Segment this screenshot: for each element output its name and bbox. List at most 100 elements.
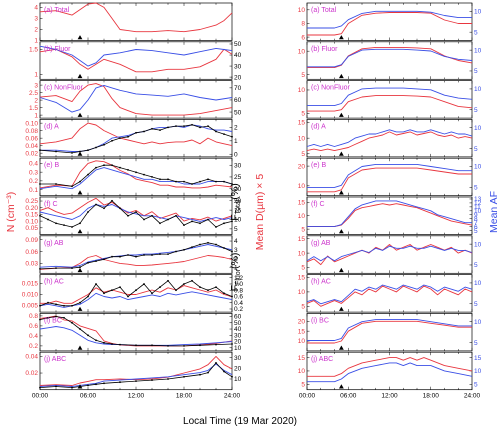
time-marker-triangle: [77, 306, 83, 311]
left-y-tick-label: 0.06: [25, 135, 38, 142]
series-point-black: [159, 253, 161, 256]
series-point-black: [199, 373, 201, 376]
series-line-red: [39, 2, 233, 33]
right-y-tick-label: 5: [474, 185, 478, 192]
series-point-black: [119, 255, 121, 258]
series-point-black: [199, 222, 201, 225]
panel-right-h-ac: 5 10 15 5 10 (h) AC: [298, 274, 482, 313]
x-tick-label: 18:00: [423, 393, 440, 400]
series-point-black: [95, 203, 97, 206]
series-point-black: [151, 127, 153, 130]
series-point-black: [135, 131, 137, 134]
series-line-red: [39, 255, 233, 270]
series-point-black: [63, 304, 65, 307]
panel-right-d-a: 5 10 15 5 10 (d) A: [298, 119, 482, 158]
series-point-black: [95, 383, 97, 386]
x-tick-label: 06:00: [340, 393, 357, 400]
series-point-black: [151, 214, 153, 217]
panel-label: (c) NonFluor: [44, 85, 84, 92]
series-line-blue: [39, 45, 233, 67]
series-point-black: [87, 173, 89, 176]
series-line-red: [39, 355, 233, 386]
right-y-tick-label: 0.6: [234, 294, 243, 301]
series-line-blue: [39, 84, 233, 113]
panel-label: (b) Fluor: [311, 46, 338, 53]
series-point-black: [191, 123, 193, 126]
series-point-black: [231, 183, 233, 185]
right-y-tick-label: 1: [234, 138, 238, 145]
panel-left-c-nonfluor: 11.522.53 50 60 70 (c) NonFluor: [29, 80, 242, 119]
panel-label: (i) BC: [311, 317, 329, 324]
series-point-black: [151, 344, 153, 347]
left-y-tick-label: 0.8: [29, 313, 38, 320]
right-y-tick-label: 11: [474, 204, 481, 211]
panel-left-e-b: 0.1 0.2 0.30.4 20 25 30 (e) B: [29, 157, 242, 197]
right-y-tick-label: 30: [234, 332, 242, 339]
panel-label: (d) A: [44, 123, 59, 130]
left-y-tick-label: 0.02: [25, 370, 38, 377]
series-line-blue: [307, 10, 472, 29]
series-line-red: [307, 203, 473, 227]
left-y-tick-label: 1: [34, 112, 38, 119]
right-y-tick-label: 30: [234, 162, 242, 169]
series-point-black: [191, 246, 193, 249]
right-y-tick-label: 10: [474, 368, 482, 375]
right-y-tick-label: 20: [234, 365, 242, 372]
series-line-red: [307, 95, 473, 112]
series-point-black: [207, 218, 209, 221]
series-point-black: [55, 222, 57, 225]
left-y-tick-label: 5: [301, 265, 305, 272]
right-y-tick-label: 30: [234, 355, 242, 362]
left-y-axis-title: N (cm⁻³): [5, 192, 17, 233]
left-y-tick-label: 4: [34, 5, 38, 12]
right-y-tick-label: 10: [474, 9, 482, 16]
series-point-black: [111, 255, 113, 258]
panel-left-d-a: 0.020.040.060.080.10 0 1 2 (d) A: [25, 119, 238, 158]
panel-label: (i) BC: [44, 317, 62, 324]
left-y-tick-label: 0.03: [25, 261, 38, 268]
right-y-tick-label: 30: [234, 63, 242, 70]
panel-frame: [306, 235, 473, 274]
series-line-black: [39, 280, 233, 307]
series-line-blue: [306, 245, 473, 262]
x-tick-label: 12:00: [381, 393, 398, 400]
left-y-tick-label: 0.10: [25, 120, 38, 127]
series-point-black: [79, 301, 81, 304]
left-y-tick-label: 10: [298, 213, 306, 220]
series-line-red: [39, 197, 233, 222]
series-point-black: [39, 214, 41, 217]
series-point-black: [95, 146, 97, 149]
series-point-black: [231, 135, 233, 138]
series-point-black: [159, 129, 161, 132]
series-point-black: [111, 343, 113, 345]
left-y-tick-label: 10: [298, 183, 306, 190]
series-point-black: [103, 164, 105, 167]
series-point-black: [111, 199, 113, 202]
series-line-red: [39, 48, 233, 73]
series-point-black: [39, 386, 41, 389]
right-y-tick-label: 10: [474, 319, 482, 326]
series-point-black: [95, 339, 97, 342]
series-line-blue: [306, 129, 473, 147]
series-point-black: [143, 130, 145, 133]
left-y-tick-label: 5: [301, 151, 305, 158]
series-point-black: [151, 176, 153, 178]
left-y-tick-label: 15: [298, 355, 306, 362]
left-y-tick-label: 5: [301, 226, 305, 233]
series-point-black: [103, 341, 105, 344]
series-point-black: [215, 362, 217, 364]
left-y-tick-label: 0.015: [22, 281, 39, 288]
series-line-red: [307, 46, 473, 69]
right-y-tick-label: 60: [234, 97, 242, 104]
left-y-tick-label: 5: [301, 72, 305, 79]
series-line-blue: [39, 167, 233, 190]
panel-frame: [306, 313, 473, 352]
left-y-tick-label: 0.1: [29, 187, 38, 194]
right-y-tick-label: 60: [234, 314, 242, 321]
series-point-black: [103, 382, 105, 385]
series-point-black: [159, 286, 161, 288]
left-y-tick-label: 0.3: [29, 169, 38, 176]
series-point-black: [71, 321, 73, 324]
series-point-black: [95, 166, 97, 169]
